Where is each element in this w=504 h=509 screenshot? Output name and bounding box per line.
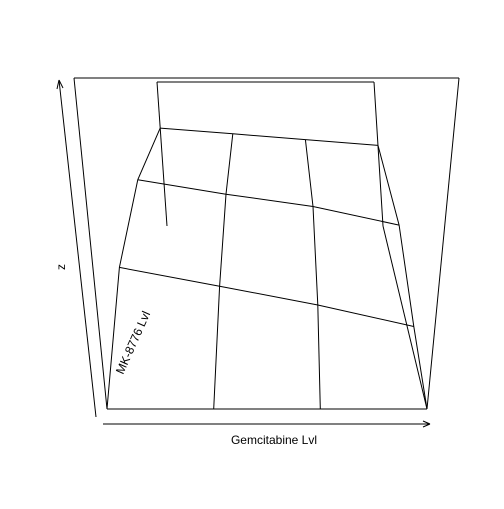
z-axis-arrow: [58, 79, 97, 418]
box-edge: [373, 81, 384, 227]
x-axis-label: Gemcitabine Lvl: [231, 433, 317, 447]
surface-mesh: [106, 127, 428, 410]
mesh-line-x-4: [377, 145, 428, 410]
mesh-line-y-4: [160, 127, 379, 146]
mesh-line-x-1: [106, 127, 161, 410]
box-edge: [73, 77, 108, 410]
box-front-edges: [73, 77, 460, 410]
y-axis-label: MK-8776 Lvl: [113, 309, 153, 376]
x-axis-arrowhead: [422, 423, 431, 428]
axis-arrows: [56, 79, 431, 428]
mesh-line-y-3: [137, 179, 400, 226]
box-edge: [426, 77, 460, 410]
box-edge: [156, 81, 168, 227]
mesh-line-x-3: [304, 139, 321, 410]
mesh-line-y-2: [119, 266, 414, 327]
box-back-edges: [156, 81, 384, 227]
z-axis-arrowhead: [58, 79, 64, 89]
z-axis-label: z: [54, 264, 68, 270]
mesh-line-x-2: [213, 133, 234, 410]
box-edge: [382, 225, 428, 410]
x-axis-arrowhead: [422, 420, 431, 425]
z-axis-arrowhead: [56, 79, 60, 90]
